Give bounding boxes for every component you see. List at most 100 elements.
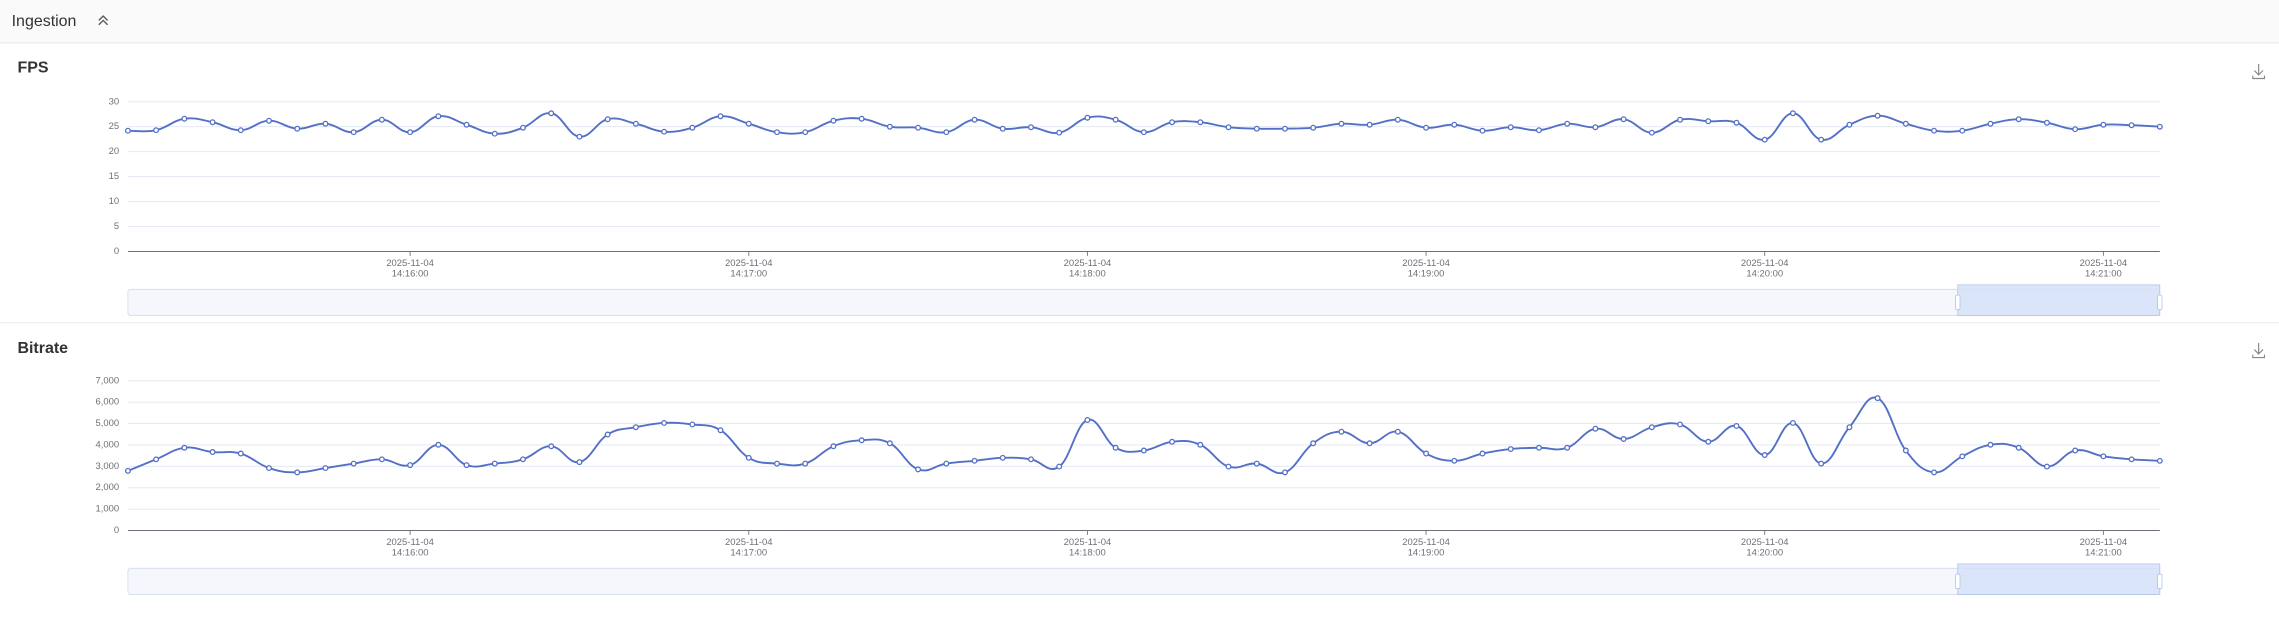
data-point bbox=[604, 431, 611, 438]
data-point bbox=[153, 456, 160, 463]
data-point bbox=[1931, 469, 1938, 476]
data-point bbox=[943, 460, 950, 467]
data-point bbox=[407, 462, 414, 469]
data-point bbox=[1818, 136, 1825, 143]
data-point bbox=[124, 127, 131, 134]
y-tick-label: 1,000 bbox=[96, 504, 120, 515]
x-tick-label: 2025-11-04 14:18:00 bbox=[1064, 537, 1112, 558]
y-tick-label: 3,000 bbox=[96, 461, 120, 472]
data-point bbox=[999, 125, 1006, 132]
data-point bbox=[435, 113, 442, 120]
zoom-slider-window bbox=[1957, 563, 2161, 595]
data-point bbox=[1140, 129, 1147, 136]
y-tick-label: 20 bbox=[109, 146, 120, 157]
data-point bbox=[1789, 419, 1796, 426]
data-point bbox=[1705, 118, 1712, 125]
y-tick-label: 7,000 bbox=[96, 375, 120, 386]
data-point bbox=[2072, 126, 2079, 133]
data-point bbox=[209, 449, 216, 456]
x-tick-label: 2025-11-04 14:20:00 bbox=[1741, 537, 1789, 558]
data-point bbox=[1253, 460, 1260, 467]
data-point bbox=[1056, 129, 1063, 136]
y-tick-label: 5 bbox=[114, 221, 119, 232]
data-point bbox=[1197, 119, 1204, 126]
x-tick-label: 2025-11-04 14:18:00 bbox=[1064, 258, 1112, 279]
data-point bbox=[2100, 453, 2107, 460]
collapse-icon[interactable] bbox=[98, 15, 109, 26]
zoom-handle[interactable] bbox=[2157, 294, 2163, 310]
data-point bbox=[378, 456, 385, 463]
data-point bbox=[1169, 438, 1176, 445]
data-point bbox=[915, 124, 922, 131]
data-point bbox=[830, 443, 837, 450]
data-point bbox=[2015, 444, 2022, 451]
data-point bbox=[294, 125, 301, 132]
data-point bbox=[181, 444, 188, 451]
data-point bbox=[1338, 428, 1345, 435]
data-point bbox=[1027, 124, 1034, 131]
data-point bbox=[1564, 444, 1571, 451]
data-point bbox=[1535, 444, 1542, 451]
x-tick-label: 2025-11-04 14:19:00 bbox=[1402, 537, 1450, 558]
data-point bbox=[717, 113, 724, 120]
x-tick-label: 2025-11-04 14:17:00 bbox=[725, 537, 773, 558]
x-tick-label: 2025-11-04 14:21:00 bbox=[2080, 537, 2128, 558]
y-tick-label: 15 bbox=[109, 171, 120, 182]
zoom-handle[interactable] bbox=[2157, 573, 2163, 590]
data-point bbox=[830, 117, 837, 124]
data-point bbox=[1874, 395, 1881, 402]
data-point bbox=[350, 129, 357, 136]
data-point bbox=[1394, 428, 1401, 435]
zoom-handle[interactable] bbox=[1955, 294, 1961, 310]
y-tick-label: 4,000 bbox=[96, 439, 120, 450]
data-point bbox=[632, 120, 639, 127]
y-tick-label: 2,000 bbox=[96, 482, 120, 493]
data-point bbox=[576, 459, 583, 466]
data-point bbox=[124, 467, 131, 474]
y-tick-label: 30 bbox=[109, 96, 120, 107]
data-point bbox=[463, 462, 470, 469]
data-point bbox=[2156, 123, 2163, 130]
data-point bbox=[1394, 116, 1401, 123]
zoom-handle[interactable] bbox=[1955, 573, 1961, 590]
data-point bbox=[1281, 469, 1288, 476]
data-point bbox=[661, 419, 668, 426]
download-icon[interactable] bbox=[2252, 63, 2266, 80]
data-point bbox=[1592, 124, 1599, 131]
data-point bbox=[1846, 121, 1853, 128]
data-point bbox=[350, 460, 357, 467]
data-point bbox=[1761, 452, 1768, 459]
y-tick-label: 5,000 bbox=[96, 418, 120, 429]
data-point bbox=[520, 124, 526, 131]
data-point bbox=[548, 443, 555, 450]
data-point bbox=[1931, 127, 1938, 134]
data-point bbox=[745, 120, 752, 127]
data-point bbox=[153, 127, 160, 134]
download-icon[interactable] bbox=[2252, 343, 2266, 359]
data-point bbox=[802, 129, 809, 136]
data-point bbox=[1366, 440, 1373, 447]
zoom-slider-track bbox=[127, 567, 2161, 595]
data-point bbox=[1592, 425, 1599, 432]
data-point bbox=[1677, 116, 1684, 123]
y-tick-label: 0 bbox=[114, 525, 119, 536]
data-point bbox=[1648, 129, 1655, 136]
data-point bbox=[1479, 127, 1486, 134]
data-point bbox=[2128, 456, 2135, 463]
data-point bbox=[1761, 136, 1768, 143]
data-point bbox=[1140, 447, 1147, 454]
data-point bbox=[689, 421, 696, 428]
data-point bbox=[491, 460, 498, 467]
x-tick-label: 2025-11-04 14:17:00 bbox=[725, 258, 773, 279]
data-point bbox=[1902, 447, 1909, 454]
data-point bbox=[1987, 441, 1994, 448]
data-point bbox=[1818, 460, 1825, 467]
data-point bbox=[1027, 456, 1034, 463]
zoom-slider-window bbox=[1957, 284, 2161, 316]
data-point bbox=[1677, 421, 1684, 428]
data-point bbox=[632, 424, 639, 431]
section-header[interactable] bbox=[0, 0, 2279, 43]
data-point bbox=[858, 115, 865, 122]
